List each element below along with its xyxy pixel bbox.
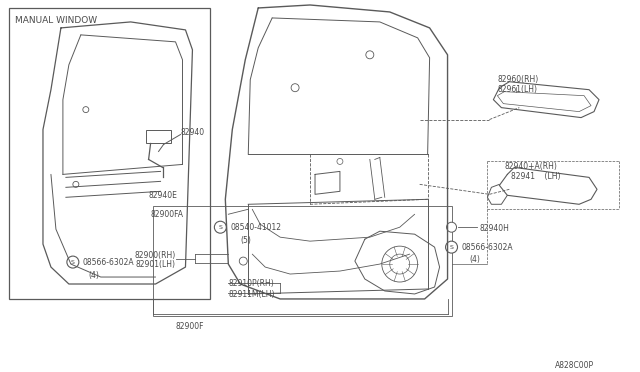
Circle shape xyxy=(445,241,458,253)
Bar xyxy=(9,8,211,299)
Text: 82900F: 82900F xyxy=(175,322,204,331)
Text: 82900FA: 82900FA xyxy=(150,210,184,219)
Bar xyxy=(152,206,452,316)
Text: 82940+A(RH): 82940+A(RH) xyxy=(504,163,557,171)
Text: 82910P(RH): 82910P(RH) xyxy=(228,279,274,288)
Text: S: S xyxy=(71,260,75,264)
Text: S: S xyxy=(450,245,454,250)
Text: 82941    (LH): 82941 (LH) xyxy=(511,172,561,182)
Text: 08540-41012: 08540-41012 xyxy=(230,223,282,232)
Text: 08566-6302A: 08566-6302A xyxy=(461,243,513,252)
Text: 82940H: 82940H xyxy=(479,224,509,233)
Text: 82901(LH): 82901(LH) xyxy=(136,260,175,269)
Text: 82900(RH): 82900(RH) xyxy=(134,251,175,260)
Text: 82940: 82940 xyxy=(180,128,205,137)
Text: A828C00P: A828C00P xyxy=(555,361,595,370)
Text: S: S xyxy=(218,225,222,230)
Circle shape xyxy=(214,221,227,233)
Text: 82911M(LH): 82911M(LH) xyxy=(228,290,275,299)
Text: 82961(LH): 82961(LH) xyxy=(497,85,538,94)
Text: 82940E: 82940E xyxy=(148,191,177,201)
Text: 08566-6302A: 08566-6302A xyxy=(83,258,134,267)
Text: MANUAL WINDOW: MANUAL WINDOW xyxy=(15,16,97,25)
Circle shape xyxy=(447,222,456,232)
Text: 82960(RH): 82960(RH) xyxy=(497,75,539,84)
Text: (4): (4) xyxy=(89,271,100,280)
Bar xyxy=(146,129,170,144)
Text: (4): (4) xyxy=(470,255,481,264)
Circle shape xyxy=(67,256,79,268)
Text: (5): (5) xyxy=(240,236,251,245)
